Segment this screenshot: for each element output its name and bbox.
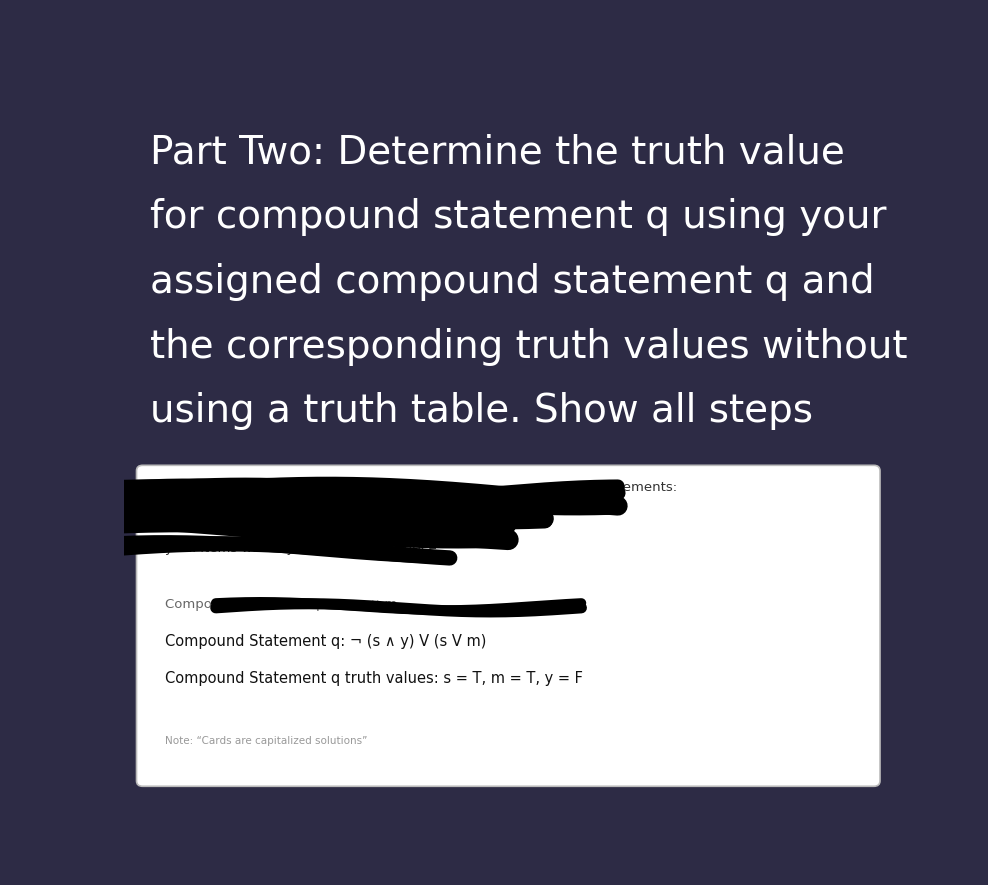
Text: using a truth table. Show all steps: using a truth table. Show all steps xyxy=(150,392,813,430)
Text: Note: “Cards are capitalized solutions”: Note: “Cards are capitalized solutions” xyxy=(165,735,367,745)
FancyBboxPatch shape xyxy=(136,466,880,786)
Text: s. The store is open.: s. The store is open. xyxy=(165,503,299,516)
Text: Compound Statement q: ¬ (s ∧ y) V (s V m): Compound Statement q: ¬ (s ∧ y) V (s V m… xyxy=(165,634,486,649)
Text: Compound Statement q truth values: s = T, m = T, y = F: Compound Statement q truth values: s = T… xyxy=(165,671,583,686)
Text: assigned compound statement q and: assigned compound statement q and xyxy=(150,263,875,301)
Text: y. All items with a yell         are half-price.: y. All items with a yell are half-price. xyxy=(165,542,441,555)
Text: le statements:: le statements: xyxy=(581,481,678,495)
Text: m. Some items are on sale.: m. Some items are on sale. xyxy=(165,521,347,535)
Text: Compound Statement p: s ∧ y ∨ m: Compound Statement p: s ∧ y ∨ m xyxy=(165,597,397,611)
Text: for compound statement q using your: for compound statement q using your xyxy=(150,198,887,236)
Text: the corresponding truth values without: the corresponding truth values without xyxy=(150,327,908,366)
Text: Part Two: Determine the truth value: Part Two: Determine the truth value xyxy=(150,134,845,172)
